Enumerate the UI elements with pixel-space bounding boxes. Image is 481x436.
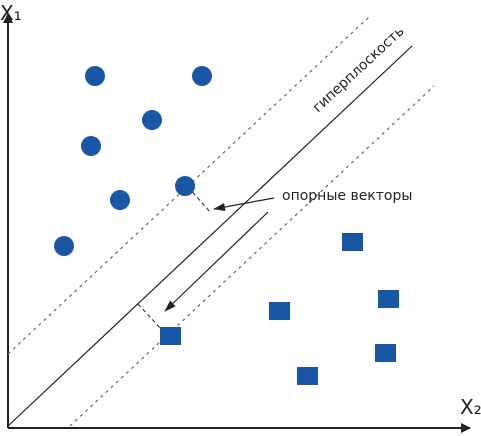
class-b-points bbox=[160, 233, 399, 385]
support-vector-arrow-upper bbox=[213, 197, 275, 211]
class-b-point bbox=[375, 344, 396, 362]
class-a-point bbox=[54, 236, 74, 256]
class-a-point bbox=[142, 110, 162, 130]
class-a-point bbox=[81, 136, 101, 156]
hyperplane-line bbox=[7, 45, 413, 427]
class-b-point bbox=[378, 290, 399, 308]
class-a-point bbox=[110, 190, 130, 210]
support-vector-distance-lower bbox=[137, 303, 163, 331]
class-b-point bbox=[297, 367, 318, 385]
class-a-points bbox=[54, 66, 212, 256]
support-vector-distance-upper bbox=[187, 186, 211, 213]
lower-margin-line bbox=[69, 85, 435, 427]
class-b-support-vector bbox=[160, 327, 181, 345]
x-axis-label: X₂ bbox=[460, 395, 481, 419]
support-vector-arrow-lower bbox=[164, 211, 269, 312]
y-axis-label: X₁ bbox=[0, 1, 22, 25]
class-a-support-vector bbox=[175, 176, 195, 196]
class-a-point bbox=[192, 66, 212, 86]
class-b-point bbox=[269, 302, 290, 320]
class-a-point bbox=[85, 66, 105, 86]
class-b-point bbox=[342, 233, 363, 251]
hyperplane-label: гиперплоскость bbox=[310, 23, 408, 116]
support-vectors-label: опорные векторы bbox=[282, 188, 412, 204]
